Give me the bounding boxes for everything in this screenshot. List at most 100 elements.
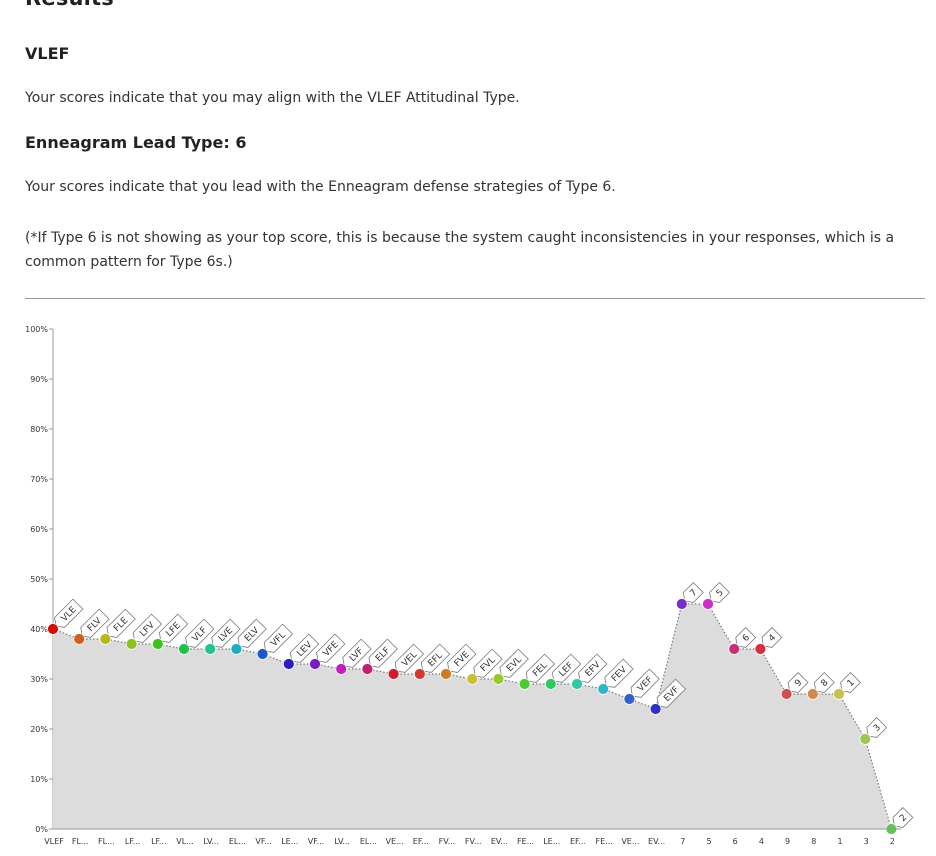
point-label-tag: 1	[840, 672, 861, 693]
point-label-box	[813, 672, 835, 693]
point-label-box	[525, 653, 556, 683]
point-label-box	[368, 638, 398, 668]
x-tick-label: FV...	[439, 837, 456, 846]
point-label-tag: 2	[892, 807, 914, 828]
point-label-box	[211, 618, 241, 648]
inconsistency-note: (*If Type 6 is not showing as your top s…	[25, 230, 895, 270]
point-label: 3	[872, 723, 883, 734]
point-label-box	[289, 633, 320, 663]
enneagram-lead-heading: Enneagram Lead Type: 6	[25, 133, 247, 152]
data-point[interactable]	[125, 638, 138, 650]
data-point[interactable]	[309, 658, 321, 670]
data-point[interactable]	[230, 643, 243, 655]
x-tick-label: EV...	[648, 837, 665, 846]
x-tick-label: 2	[890, 837, 895, 846]
data-point[interactable]	[466, 673, 479, 685]
data-point[interactable]	[204, 643, 217, 655]
point-label: 9	[793, 678, 804, 689]
point-label: 2	[898, 813, 909, 824]
x-tick-label: FE...	[517, 837, 534, 846]
point-label-box	[420, 643, 451, 673]
data-point[interactable]	[440, 668, 452, 680]
data-point[interactable]	[833, 688, 845, 700]
data-point[interactable]	[859, 733, 872, 745]
x-tick-label: VLEF	[44, 837, 64, 846]
data-point[interactable]	[256, 648, 269, 660]
data-point[interactable]	[806, 688, 819, 700]
data-point[interactable]	[361, 663, 374, 675]
data-point[interactable]	[151, 638, 164, 650]
x-tick-label: VL...	[176, 837, 194, 846]
y-tick-label: 0%	[35, 825, 48, 834]
y-tick-label: 30%	[30, 675, 48, 684]
data-point[interactable]	[571, 678, 583, 690]
x-tick-label: LV...	[203, 837, 219, 846]
data-point[interactable]	[73, 633, 86, 645]
x-tick-label: EL...	[229, 837, 246, 846]
point-label-box	[447, 643, 477, 673]
x-tick-label: FL...	[98, 837, 115, 846]
point-label: 4	[767, 633, 778, 644]
point-label-tag: 9	[787, 672, 809, 693]
point-label-box	[158, 613, 189, 643]
point-label: 1	[846, 678, 857, 689]
x-tick-label: LF...	[125, 837, 140, 846]
data-point[interactable]	[675, 598, 688, 610]
x-tick-label: VF...	[255, 837, 271, 846]
enneagram-lead-text: Your scores indicate that you lead with …	[25, 179, 616, 195]
data-point[interactable]	[544, 678, 557, 690]
point-label-box	[394, 643, 425, 673]
data-point[interactable]	[178, 643, 190, 655]
data-point[interactable]	[335, 663, 348, 675]
data-point[interactable]	[597, 683, 610, 695]
point-label-box	[551, 653, 582, 683]
point-label-box	[761, 627, 783, 648]
point-label-box	[840, 672, 861, 693]
x-tick-label: 7	[680, 837, 685, 846]
x-tick-label: VF...	[308, 837, 324, 846]
y-tick-label: 20%	[30, 725, 48, 734]
data-point[interactable]	[387, 668, 400, 680]
data-point[interactable]	[780, 688, 793, 700]
point-label-box	[54, 598, 84, 628]
point-label-box	[263, 623, 294, 653]
point-label: 5	[715, 588, 726, 599]
x-tick-label: EF...	[570, 837, 586, 846]
data-point[interactable]	[413, 668, 426, 680]
point-label-box	[106, 608, 136, 638]
data-point[interactable]	[649, 703, 662, 715]
point-label-box	[185, 618, 215, 648]
y-tick-label: 100%	[25, 325, 48, 334]
point-label-box	[709, 582, 730, 603]
point-label-box	[735, 627, 757, 648]
data-point[interactable]	[728, 643, 741, 655]
data-point[interactable]	[518, 678, 531, 690]
data-point[interactable]	[99, 633, 112, 645]
data-point[interactable]	[492, 673, 505, 685]
x-tick-label: VE...	[386, 837, 404, 846]
x-tick-label: EV...	[491, 837, 508, 846]
point-label-tag: 6	[735, 627, 757, 648]
x-tick-label: FV...	[465, 837, 482, 846]
point-label-box	[316, 633, 346, 663]
point-label-box	[132, 613, 163, 643]
attitudinal-type-heading: VLEF	[25, 44, 70, 63]
y-tick-label: 70%	[30, 475, 48, 484]
point-label-box	[499, 648, 529, 678]
x-tick-label: FE...	[596, 837, 613, 846]
data-point[interactable]	[754, 643, 767, 655]
x-tick-label: EF...	[413, 837, 429, 846]
point-label-box	[630, 668, 660, 698]
data-point[interactable]	[47, 623, 59, 635]
x-tick-label: 1	[837, 837, 842, 846]
y-axis: 0% 10% 20% 30% 40% 50% 60% 70% 80% 90% 100%	[25, 325, 54, 834]
y-tick-label: 90%	[30, 375, 48, 384]
data-point[interactable]	[623, 693, 636, 705]
data-point[interactable]	[702, 598, 714, 610]
data-point[interactable]	[282, 658, 295, 670]
section-divider	[25, 298, 925, 299]
y-tick-label: 10%	[30, 775, 48, 784]
point-label-tag: 5	[709, 582, 730, 603]
x-tick-label: 9	[785, 837, 790, 846]
